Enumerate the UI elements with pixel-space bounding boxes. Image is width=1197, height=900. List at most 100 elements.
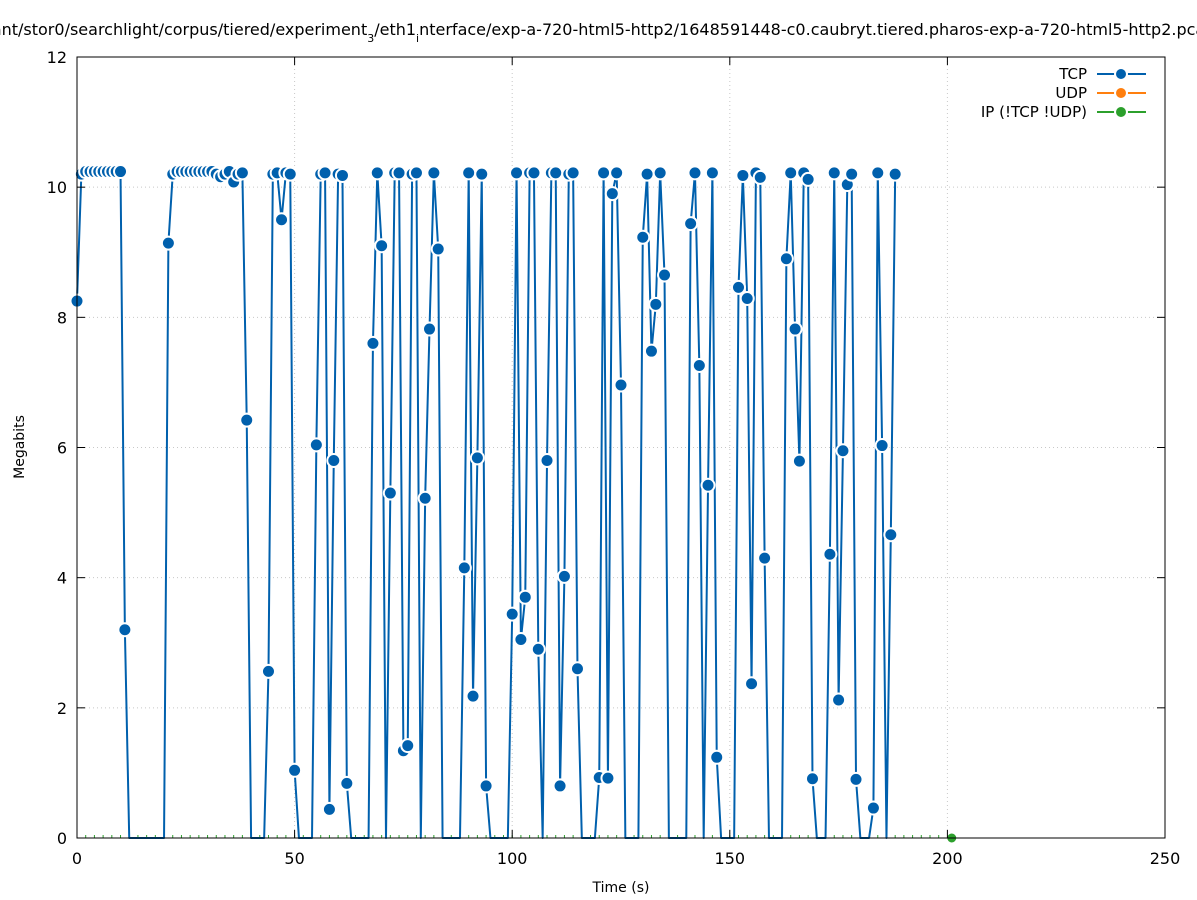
data-point xyxy=(530,641,546,657)
data-point xyxy=(683,216,699,232)
data-point xyxy=(326,453,342,469)
data-point xyxy=(883,527,899,543)
data-point xyxy=(365,335,381,351)
data-point xyxy=(787,321,803,337)
data-point xyxy=(822,546,838,562)
data-point xyxy=(887,166,903,182)
data-point xyxy=(613,377,629,393)
data-point xyxy=(113,164,129,180)
data-point xyxy=(287,762,303,778)
data-point xyxy=(234,165,250,181)
x-tick-label: 250 xyxy=(1150,849,1181,868)
data-point xyxy=(848,771,864,787)
legend-label: UDP xyxy=(1055,84,1087,102)
x-tick-label: 0 xyxy=(72,849,82,868)
legend-label: TCP xyxy=(1058,65,1087,83)
title-part: /eth1 xyxy=(374,20,416,39)
series-line xyxy=(76,170,897,839)
data-point xyxy=(600,770,616,786)
data-point xyxy=(709,749,725,765)
data-point xyxy=(369,165,385,181)
data-point xyxy=(691,358,707,373)
data-point xyxy=(865,800,881,816)
data-point xyxy=(778,251,794,267)
data-point xyxy=(509,165,525,181)
data-point xyxy=(648,296,664,312)
data-point xyxy=(704,165,720,181)
data-point xyxy=(556,568,572,584)
data-point xyxy=(504,606,520,622)
legend-swatch-point xyxy=(1114,67,1128,81)
data-point xyxy=(831,692,847,708)
data-point xyxy=(731,279,746,295)
data-point xyxy=(652,165,668,181)
data-point xyxy=(604,186,620,202)
series-layer xyxy=(69,164,959,845)
data-point xyxy=(408,165,424,181)
y-tick-label: 0 xyxy=(57,829,67,848)
data-point xyxy=(526,165,542,181)
data-point xyxy=(339,775,355,791)
x-tick-label: 150 xyxy=(715,849,746,868)
y-tick-label: 6 xyxy=(57,439,67,458)
data-point xyxy=(739,290,755,306)
y-tick-label: 8 xyxy=(57,308,67,327)
x-tick-label: 50 xyxy=(284,849,304,868)
data-point xyxy=(757,550,773,566)
data-point xyxy=(391,165,407,181)
data-point xyxy=(308,437,324,453)
data-point xyxy=(643,343,659,359)
data-point xyxy=(826,165,842,181)
data-point xyxy=(317,165,333,181)
data-point xyxy=(657,267,673,283)
series-0 xyxy=(69,164,903,839)
data-point xyxy=(321,801,337,817)
data-point xyxy=(835,443,851,459)
data-point xyxy=(552,778,568,794)
data-point xyxy=(382,485,398,501)
y-tick-label: 4 xyxy=(57,569,67,588)
data-point xyxy=(334,167,350,183)
x-axis: 0 50 100 150 200 250 xyxy=(72,57,1180,868)
data-point xyxy=(456,560,472,576)
y-axis-label: Megabits xyxy=(12,415,28,479)
y-tick-label: 2 xyxy=(57,699,67,718)
data-point xyxy=(426,165,442,181)
data-point xyxy=(596,165,612,181)
data-point xyxy=(465,688,481,704)
data-point xyxy=(870,165,886,181)
y-tick-label: 12 xyxy=(47,48,67,67)
y-axis: 0 2 4 6 8 10 12 xyxy=(47,48,1165,848)
data-point xyxy=(417,490,433,506)
data-point xyxy=(469,450,485,466)
data-point xyxy=(430,241,446,257)
x-axis-label: Time (s) xyxy=(592,880,650,896)
data-point xyxy=(752,169,768,185)
data-point xyxy=(513,632,529,647)
data-point xyxy=(374,238,390,254)
data-point xyxy=(687,165,703,181)
title-part: /mnt/stor0/searchlight/corpus/tiered/exp… xyxy=(0,20,367,39)
data-point xyxy=(804,771,820,787)
legend-swatch-point xyxy=(1114,105,1128,119)
data-point xyxy=(474,166,490,182)
data-point xyxy=(117,622,133,638)
data-point xyxy=(400,738,416,754)
data-point xyxy=(422,321,438,337)
data-point xyxy=(744,676,760,692)
data-point xyxy=(635,229,651,245)
title-part: nterface/exp-a-720-html5-http2/164859144… xyxy=(419,20,1197,39)
data-point xyxy=(539,453,555,469)
x-tick-label: 100 xyxy=(497,849,528,868)
y-tick-label: 10 xyxy=(47,178,67,197)
data-point xyxy=(800,171,816,187)
title-part: 3 xyxy=(367,32,374,45)
data-point xyxy=(461,165,477,181)
data-point xyxy=(844,166,860,182)
chart-title: /mnt/stor0/searchlight/corpus/tiered/exp… xyxy=(0,20,1197,45)
data-point xyxy=(639,166,655,182)
data-point xyxy=(791,453,807,469)
data-point xyxy=(735,167,751,183)
